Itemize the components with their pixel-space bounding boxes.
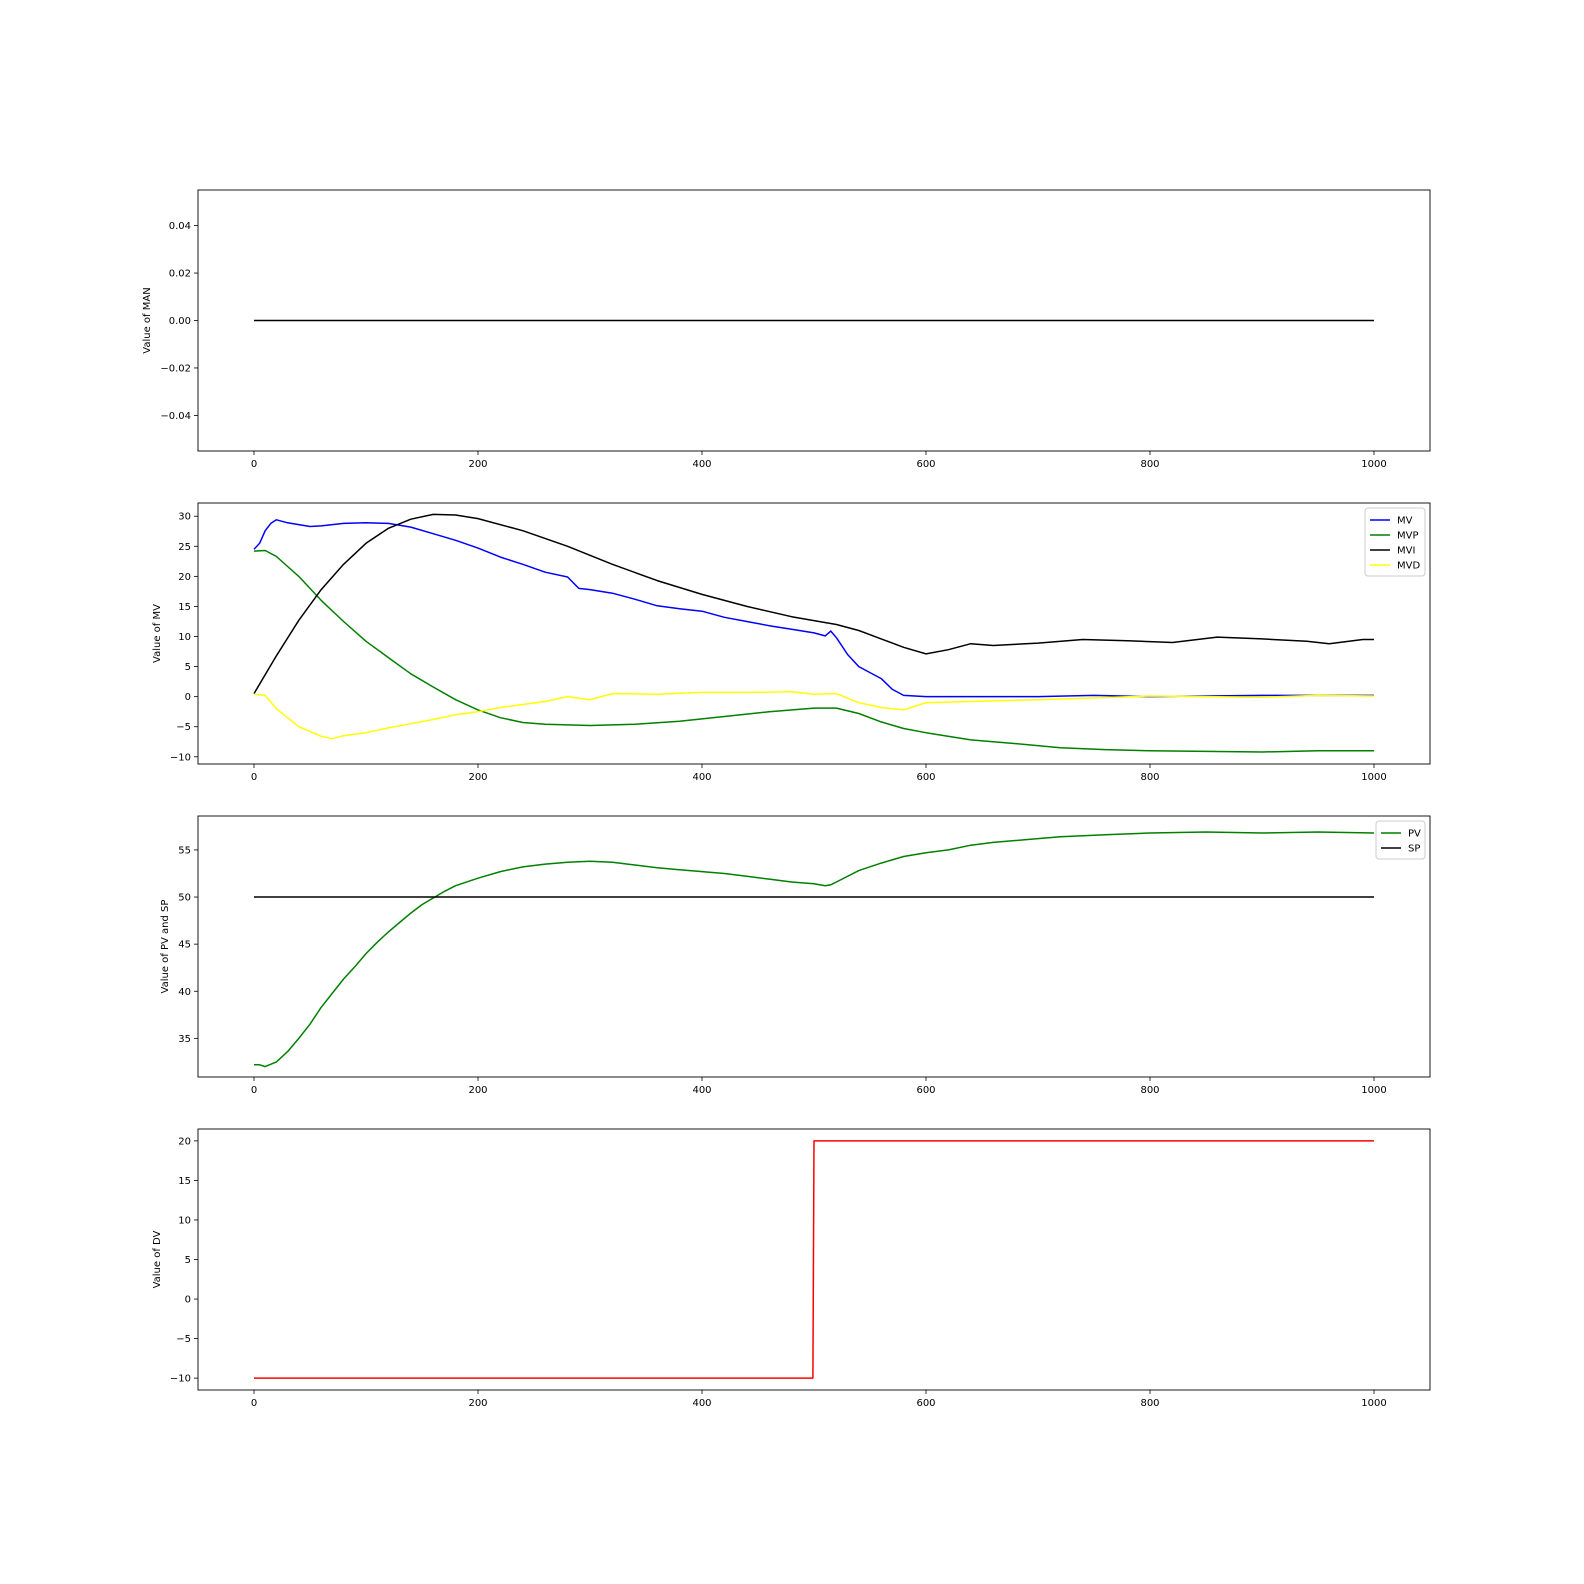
x-tick-label: 600 (916, 459, 935, 470)
legend-label-mv: MV (1397, 516, 1413, 527)
plot-frame (197, 502, 1431, 765)
x-tick-label: 400 (692, 1085, 711, 1096)
x-tick-label: 200 (468, 1085, 487, 1096)
y-tick-label: 45 (178, 940, 191, 951)
x-tick-label: 400 (692, 772, 711, 783)
x-tick-label: 1000 (1361, 1398, 1386, 1409)
y-tick-label: 0 (185, 1295, 191, 1306)
x-tick-label: 200 (468, 772, 487, 783)
x-tick-label: 1000 (1361, 772, 1386, 783)
y-tick-label: 40 (178, 987, 191, 998)
y-tick-label: 15 (178, 1176, 191, 1187)
legend-box (1375, 820, 1426, 860)
y-tick-label: 5 (185, 1255, 191, 1266)
x-tick-label: 600 (916, 1398, 935, 1409)
y-tick-label: 5 (185, 662, 191, 673)
x-tick-label: 0 (251, 772, 257, 783)
series-line-mvd (253, 691, 1375, 740)
y-tick-label: 0 (185, 692, 191, 703)
y-axis-label: Value of MV (152, 604, 163, 663)
subplot-2: 0 200 400 600 800 1000 −10 −5 0 5 10 15 20 25 30 Value … (152, 502, 1431, 783)
y-tick-label: 10 (178, 632, 191, 643)
x-tick-label: 600 (916, 772, 935, 783)
x-tick-label: 200 (468, 1398, 487, 1409)
y-tick-label: −5 (176, 1334, 191, 1345)
x-tick-label: 0 (251, 1398, 257, 1409)
x-tick-label: 800 (1140, 1398, 1159, 1409)
subplot-3: 0 200 400 600 800 1000 35 40 45 50 55 Value of PV a… (160, 815, 1431, 1096)
x-tick-label: 400 (692, 459, 711, 470)
x-tick-label: 1000 (1361, 1085, 1386, 1096)
x-tick-label: 0 (251, 459, 257, 470)
y-tick-label: 0.02 (169, 269, 191, 280)
y-tick-label: −5 (176, 722, 191, 733)
legend-label-pv: PV (1408, 829, 1421, 840)
x-tick-label: 1000 (1361, 459, 1386, 470)
y-axis-label: Value of DV (152, 1230, 163, 1288)
y-tick-label: −0.02 (160, 363, 191, 374)
y-tick-label: 20 (178, 1136, 191, 1147)
series-line-mvp (253, 549, 1374, 753)
x-tick-label: 600 (916, 1085, 935, 1096)
y-axis-label: Value of MAN (142, 287, 153, 353)
y-tick-label: −0.04 (160, 411, 191, 422)
series-line-mv (253, 519, 1374, 698)
y-tick-label: −10 (170, 752, 191, 763)
series-line-pv (254, 831, 1375, 1068)
y-tick-label: 25 (178, 542, 191, 553)
y-axis-label: Value of PV and SP (160, 900, 171, 994)
y-tick-label: 50 (178, 893, 191, 904)
y-tick-label: 55 (178, 845, 191, 856)
y-tick-label: −10 (170, 1374, 191, 1385)
y-tick-label: 0.04 (169, 221, 191, 232)
y-tick-label: 15 (178, 602, 191, 613)
series-line-series-1 (254, 1140, 1374, 1379)
y-tick-label: 35 (178, 1034, 191, 1045)
legend-label-mvi: MVI (1397, 546, 1415, 557)
legend-label-mvp: MVP (1397, 531, 1419, 542)
x-tick-label: 200 (468, 459, 487, 470)
x-tick-label: 800 (1140, 459, 1159, 470)
y-tick-label: 10 (178, 1215, 191, 1226)
subplot-1: 0 200 400 600 800 1000 −0.04 −0.02 0.00 0.02 0.04 V… (142, 189, 1431, 470)
x-tick-label: 800 (1140, 1085, 1159, 1096)
plot-frame (197, 815, 1431, 1078)
y-tick-label: 20 (178, 572, 191, 583)
legend: MV MVP MVI MVD (1364, 507, 1426, 577)
x-tick-label: 800 (1140, 772, 1159, 783)
y-tick-label: 30 (178, 512, 191, 523)
legend-label-sp: SP (1408, 844, 1420, 855)
legend-box (1364, 507, 1426, 577)
legend-label-mvd: MVD (1397, 561, 1420, 572)
y-tick-label: 0.00 (169, 316, 191, 327)
subplot-4: 0 200 400 600 800 1000 −10 −5 0 5 10 15 20 Value of D… (152, 1128, 1431, 1409)
x-tick-label: 0 (251, 1085, 257, 1096)
series-line-mvi (253, 513, 1374, 694)
x-tick-label: 400 (692, 1398, 711, 1409)
legend: PV SP (1375, 820, 1426, 860)
